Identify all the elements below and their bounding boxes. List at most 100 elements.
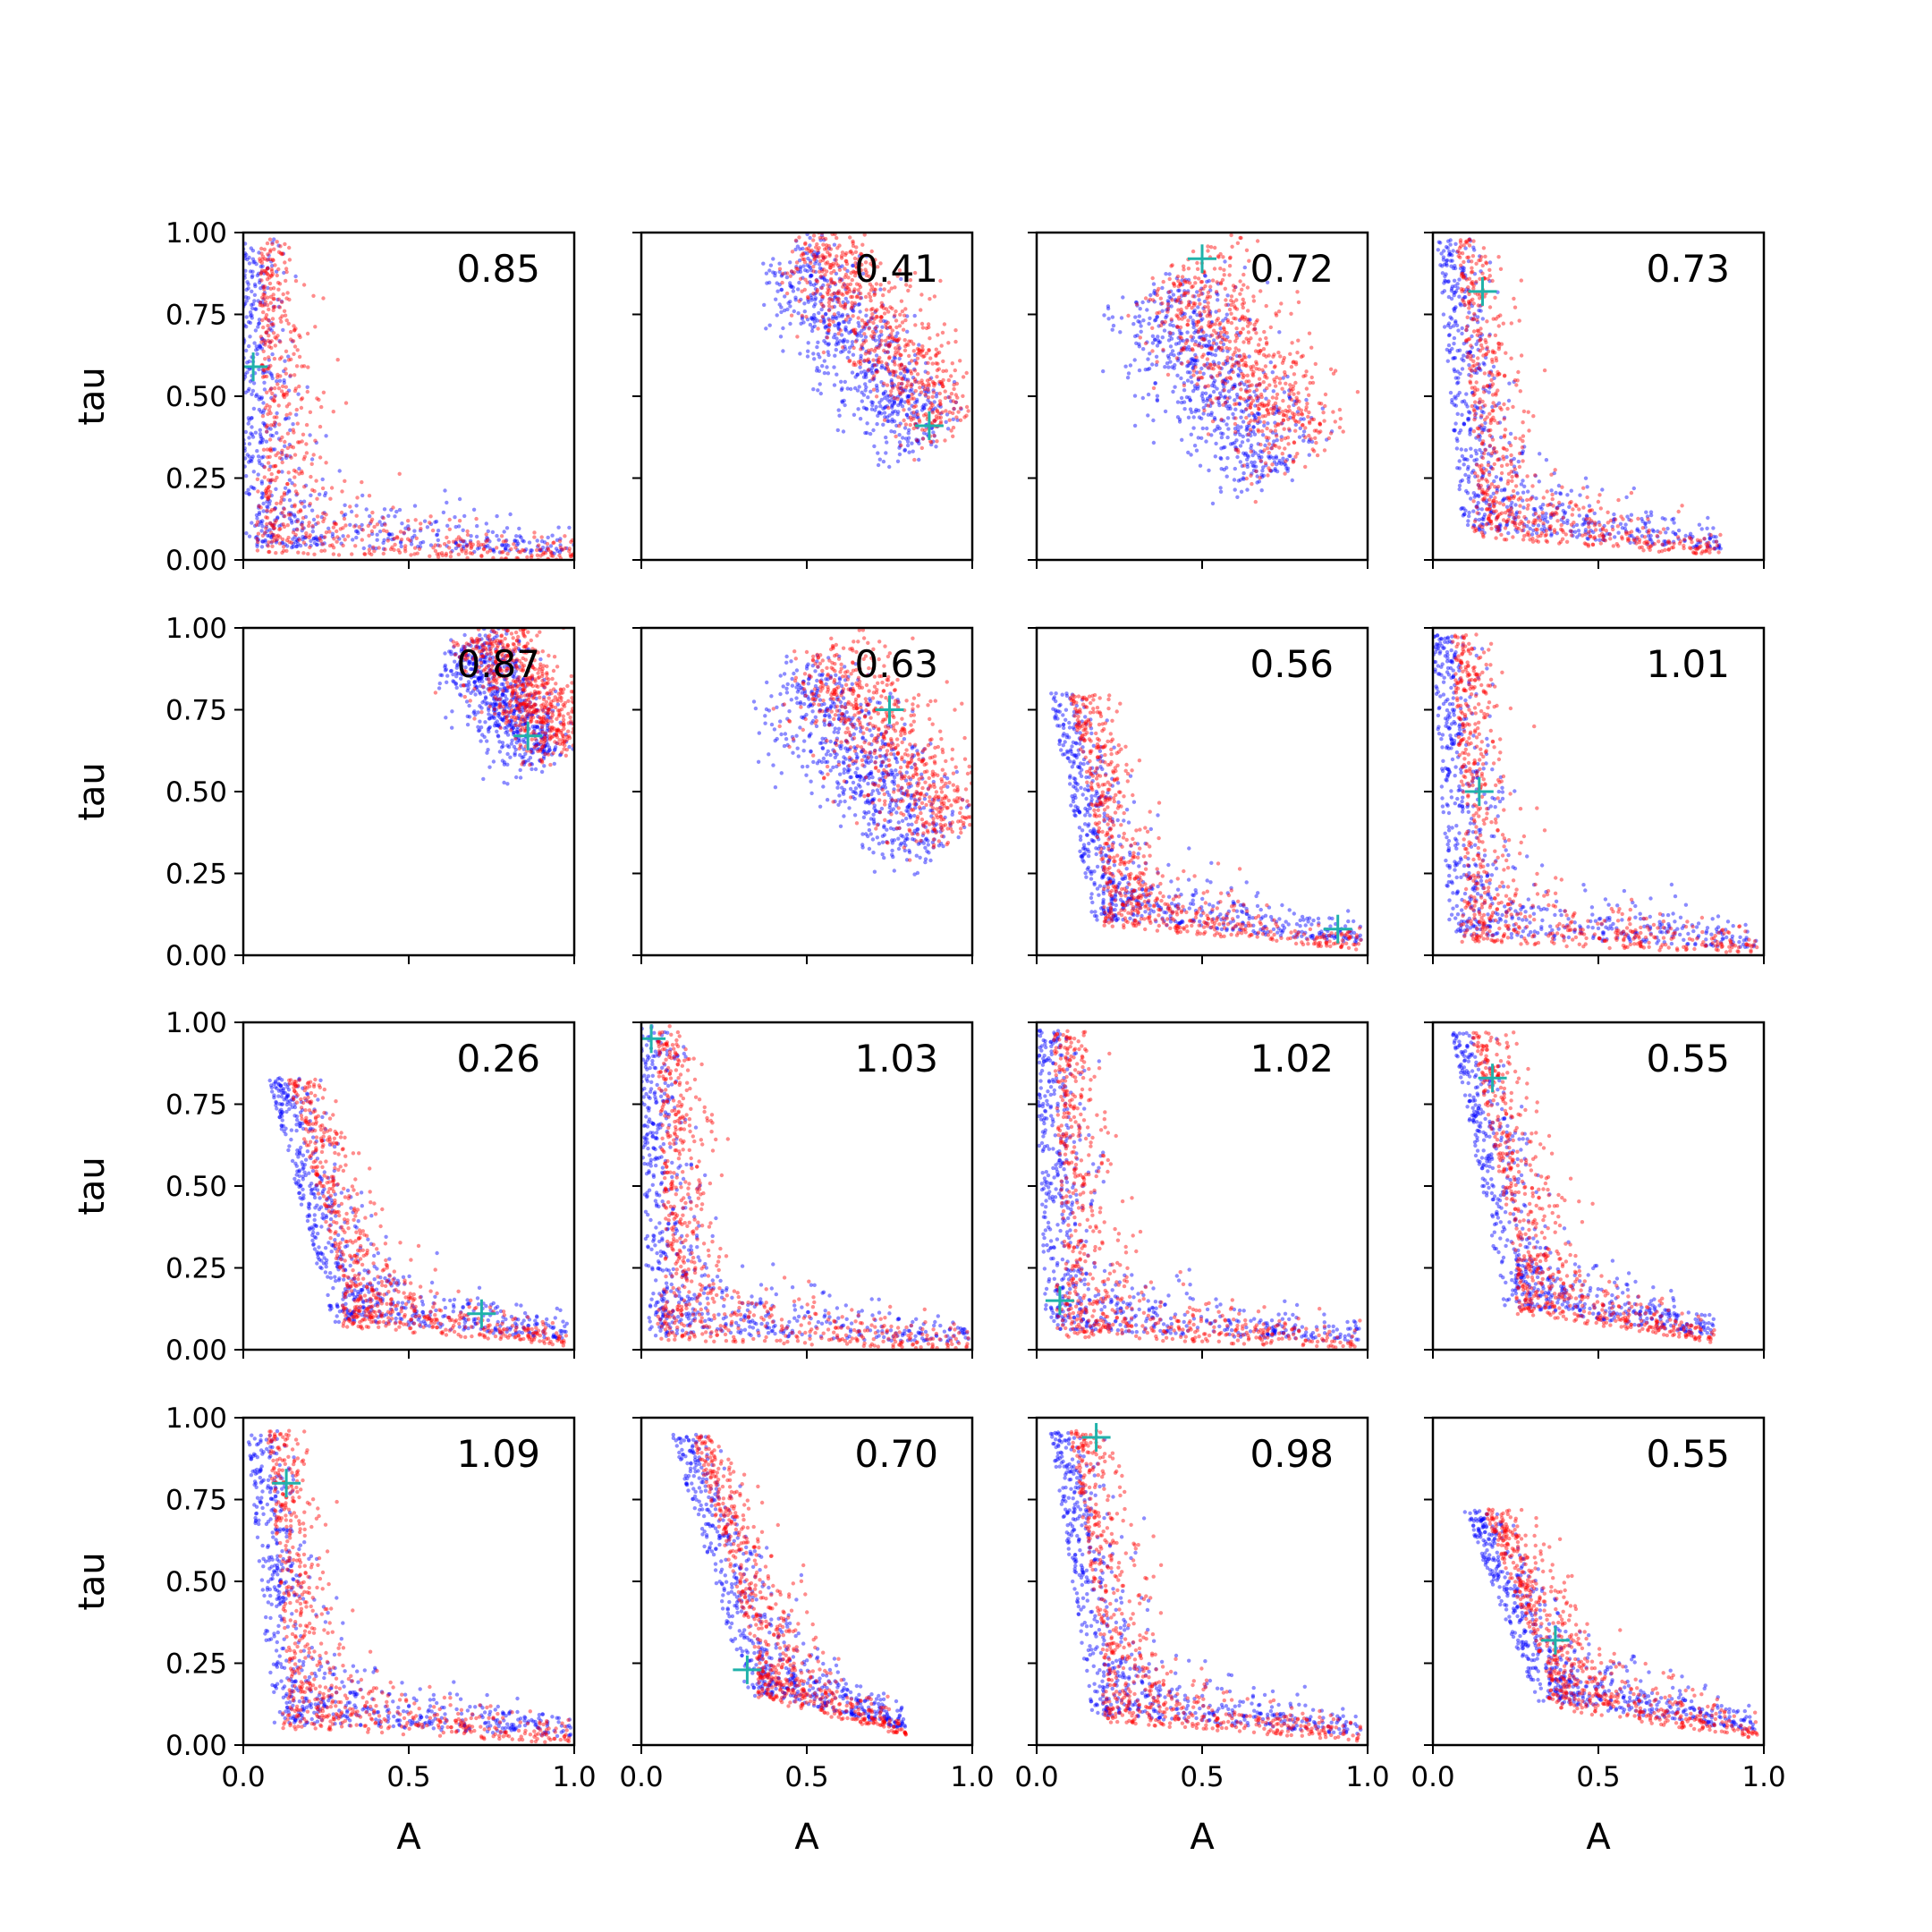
- scatter-point-blue: [898, 371, 903, 376]
- scatter-point-blue: [487, 539, 492, 544]
- scatter-point-red: [953, 328, 958, 333]
- scatter-point-blue: [412, 533, 417, 538]
- scatter-point-red: [931, 390, 936, 394]
- scatter-point-blue: [864, 375, 869, 379]
- scatter-point-blue: [246, 295, 250, 301]
- scatter-point-red: [1196, 343, 1200, 348]
- scatter-point-red: [1489, 417, 1494, 421]
- scatter-point-blue: [1693, 544, 1698, 549]
- scatter-point-blue: [497, 550, 503, 555]
- scatter-point-blue: [1664, 530, 1668, 535]
- scatter-point-red: [1182, 267, 1186, 272]
- scatter-point-red: [884, 307, 889, 311]
- scatter-point-blue: [1237, 367, 1241, 371]
- scatter-point-red: [815, 288, 820, 292]
- scatter-point-blue: [1226, 406, 1231, 411]
- scatter-point-blue: [1478, 254, 1482, 258]
- scatter-point-blue: [1165, 314, 1169, 318]
- scatter-point-blue: [1501, 497, 1506, 502]
- scatter-point-blue: [779, 287, 784, 292]
- scatter-point-blue: [858, 365, 862, 369]
- scatter-point-red: [1504, 519, 1509, 523]
- scatter-point-blue: [1453, 369, 1457, 374]
- scatter-point-red: [1467, 237, 1472, 242]
- scatter-point-blue: [813, 296, 818, 301]
- scatter-point-red: [1318, 421, 1322, 426]
- scatter-point-blue: [1196, 408, 1201, 413]
- scatter-point-blue: [387, 531, 392, 537]
- scatter-point-red: [891, 386, 895, 390]
- scatter-point-red: [862, 320, 868, 326]
- scatter-point-red: [793, 238, 799, 242]
- scatter-point-red: [811, 265, 816, 269]
- scatter-point-red: [1326, 436, 1332, 441]
- scatter-point-red: [1239, 396, 1243, 401]
- scatter-point-blue: [377, 520, 382, 524]
- scatter-point-blue: [1247, 354, 1251, 359]
- scatter-point-blue: [271, 526, 275, 531]
- scatter-point-blue: [1476, 320, 1480, 325]
- scatter-point-red: [255, 537, 259, 541]
- scatter-point-red: [1292, 440, 1297, 445]
- scatter-point-blue: [800, 317, 805, 321]
- scatter-point-blue: [1287, 394, 1292, 399]
- scatter-point-blue: [502, 543, 507, 547]
- scatter-point-red: [831, 319, 835, 324]
- scatter-point-red: [872, 374, 877, 378]
- panel-1-points: [243, 237, 574, 560]
- scatter-point-red: [1488, 420, 1493, 426]
- scatter-point-blue: [863, 335, 869, 339]
- scatter-point-blue: [1473, 493, 1479, 497]
- scatter-point-blue: [1214, 348, 1218, 352]
- scatter-point-blue: [870, 366, 875, 370]
- scatter-point-blue: [1205, 398, 1209, 403]
- scatter-point-red: [814, 245, 818, 250]
- scatter-point-red: [838, 303, 843, 308]
- scatter-point-blue: [261, 492, 266, 496]
- scatter-point-blue: [1536, 515, 1541, 520]
- scatter-point-red: [1493, 333, 1498, 338]
- scatter-point-blue: [1273, 468, 1277, 473]
- scatter-point-red: [321, 519, 326, 524]
- scatter-point-red: [1490, 373, 1495, 377]
- scatter-point-red: [1689, 547, 1693, 551]
- scatter-point-blue: [1478, 434, 1482, 439]
- scatter-point-blue: [1216, 360, 1221, 366]
- scatter-point-blue: [1455, 349, 1460, 353]
- scatter-point-red: [1490, 500, 1496, 505]
- scatter-point-red: [294, 364, 300, 369]
- scatter-point-red: [285, 523, 290, 528]
- scatter-point-blue: [1471, 491, 1477, 496]
- scatter-point-blue: [258, 301, 263, 305]
- scatter-point-red: [882, 418, 887, 422]
- scatter-point-blue: [914, 437, 919, 442]
- scatter-point-red: [844, 261, 850, 267]
- scatter-point-blue: [823, 325, 827, 329]
- scatter-point-red: [1599, 531, 1605, 537]
- scatter-point-blue: [865, 421, 869, 426]
- scatter-point-blue: [1247, 318, 1251, 322]
- scatter-point-blue: [835, 340, 840, 344]
- scatter-point-red: [306, 552, 310, 556]
- scatter-point-red: [1229, 298, 1233, 303]
- scatter-point-red: [1231, 300, 1236, 304]
- scatter-point-red: [285, 291, 290, 295]
- scatter-point-red: [1486, 462, 1491, 468]
- scatter-point-red: [1257, 416, 1261, 420]
- scatter-point-blue: [1650, 540, 1655, 545]
- scatter-point-red: [882, 348, 886, 353]
- scatter-point-blue: [906, 377, 911, 382]
- scatter-point-red: [285, 481, 290, 487]
- scatter-point-red: [1178, 325, 1183, 330]
- scatter-point-red: [1472, 417, 1477, 422]
- scatter-point-blue: [1137, 314, 1142, 318]
- scatter-point-blue: [907, 450, 911, 454]
- scatter-point-red: [295, 348, 300, 352]
- scatter-point-blue: [1530, 495, 1535, 499]
- scatter-point-blue: [857, 254, 862, 258]
- scatter-point-red: [799, 253, 804, 258]
- scatter-point-red: [1240, 302, 1245, 307]
- scatter-point-red: [263, 340, 267, 344]
- scatter-point-red: [1257, 351, 1262, 356]
